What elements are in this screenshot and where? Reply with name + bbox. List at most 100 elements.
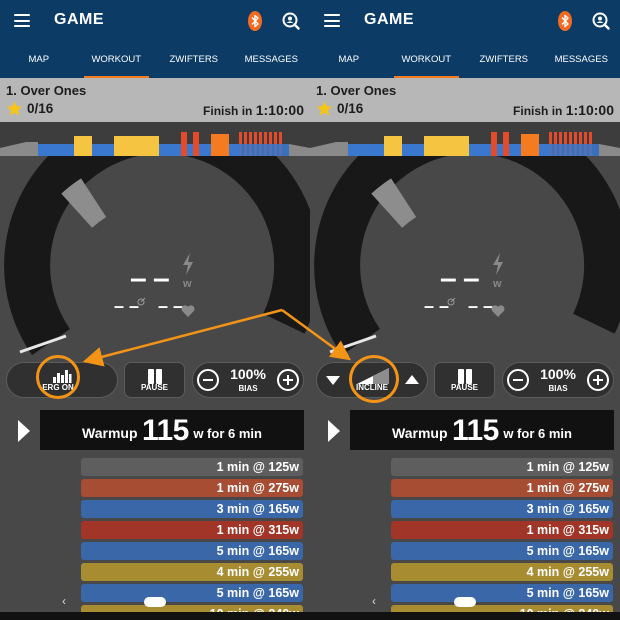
- profile-block: [521, 134, 539, 156]
- interval-row[interactable]: 1 min @ 275w: [391, 479, 613, 497]
- gauge-target-zone: [61, 178, 107, 229]
- bias-minus-icon[interactable]: [197, 369, 219, 391]
- profile-block: [539, 144, 549, 156]
- profile-search-icon[interactable]: [282, 12, 300, 30]
- finish-time: Finish in 1:10:00: [513, 102, 614, 118]
- tab-map[interactable]: MAP: [338, 54, 360, 65]
- power-unit: w: [183, 278, 192, 290]
- interval-list: 1 min @ 125w 1 min @ 275w 3 min @ 165w 1…: [81, 458, 303, 620]
- bolt-icon: [493, 253, 503, 275]
- profile-ramp: [0, 142, 26, 156]
- pause-icon: [457, 369, 473, 384]
- profile-block: [424, 136, 469, 156]
- interval-suffix: w for 6 min: [193, 426, 262, 441]
- workout-header: 1. Over Ones 0/16 Finish in 1:10:00: [310, 78, 620, 122]
- profile-block: [469, 144, 491, 156]
- bluetooth-icon[interactable]: [558, 11, 572, 31]
- bias-plus-icon[interactable]: [587, 369, 609, 391]
- interval-row[interactable]: 1 min @ 315w: [391, 521, 613, 539]
- interval-row[interactable]: 1 min @ 275w: [81, 479, 303, 497]
- power-unit: w: [493, 278, 502, 290]
- scroll-handle[interactable]: [144, 597, 166, 607]
- pause-button[interactable]: PAUSE: [434, 362, 495, 398]
- star-icon: [6, 101, 23, 116]
- workout-name: 1. Over Ones: [6, 83, 87, 98]
- right-screen: GAME MAP WORKOUT ZWIFTERS MESSAGES 1. Ov…: [310, 0, 620, 620]
- tab-workout[interactable]: WORKOUT: [78, 42, 156, 78]
- profile-block: [193, 132, 199, 156]
- cadence-value: – –: [114, 296, 140, 316]
- workout-profile: [310, 122, 620, 156]
- incline-up-icon[interactable]: [405, 375, 419, 384]
- profile-block: [402, 144, 424, 156]
- profile-block: [211, 134, 229, 156]
- workout-name: 1. Over Ones: [316, 83, 397, 98]
- bias-control: 100% BIAS: [192, 362, 304, 398]
- interval-row[interactable]: 1 min @ 125w: [391, 458, 613, 476]
- interval-row[interactable]: 5 min @ 165w: [391, 584, 613, 602]
- profile-block: [199, 144, 211, 156]
- interval-row[interactable]: 3 min @ 165w: [391, 500, 613, 518]
- interval-row[interactable]: 5 min @ 165w: [81, 584, 303, 602]
- hamburger-icon[interactable]: [14, 14, 30, 27]
- profile-search-icon[interactable]: [592, 12, 610, 30]
- chevron-left-icon[interactable]: ‹: [62, 594, 66, 608]
- bias-label: BIAS: [238, 384, 258, 393]
- chevron-left-icon[interactable]: ‹: [372, 594, 376, 608]
- cadence-value: – –: [424, 296, 450, 316]
- profile-block: [159, 144, 181, 156]
- bluetooth-icon[interactable]: [248, 11, 262, 31]
- finish-prefix: Finish in: [513, 104, 563, 118]
- profile-block: [74, 136, 92, 156]
- profile-block: [336, 142, 348, 156]
- highlight-ring: [36, 355, 80, 399]
- profile-block: [239, 144, 289, 156]
- highlight-ring: [349, 355, 399, 403]
- incline-down-icon[interactable]: [326, 376, 340, 385]
- hamburger-icon[interactable]: [324, 14, 340, 27]
- interval-power: 115: [451, 414, 499, 447]
- heart-rate-value: – –: [158, 296, 184, 316]
- bottom-bar: [310, 612, 620, 620]
- profile-ramp: [599, 144, 620, 156]
- tab-messages[interactable]: MESSAGES: [244, 54, 298, 65]
- profile-block: [549, 144, 599, 156]
- interval-row[interactable]: 5 min @ 165w: [81, 542, 303, 560]
- interval-row[interactable]: 4 min @ 255w: [81, 563, 303, 581]
- tab-zwifters[interactable]: ZWIFTERS: [169, 54, 219, 65]
- interval-row[interactable]: 3 min @ 165w: [81, 500, 303, 518]
- profile-block: [114, 136, 159, 156]
- interval-row[interactable]: 5 min @ 165w: [391, 542, 613, 560]
- cadence-icon: [137, 297, 146, 306]
- finish-value: 1:10:00: [565, 102, 614, 118]
- bottom-bar: [0, 612, 310, 620]
- profile-block: [187, 144, 193, 156]
- tab-zwifters[interactable]: ZWIFTERS: [479, 54, 529, 65]
- power-value: – –: [440, 262, 480, 295]
- pause-button[interactable]: PAUSE: [124, 362, 185, 398]
- heart-icon: [181, 305, 195, 317]
- interval-row[interactable]: 1 min @ 125w: [81, 458, 303, 476]
- play-icon[interactable]: [18, 420, 30, 442]
- bias-plus-icon[interactable]: [277, 369, 299, 391]
- interval-power: 115: [141, 414, 189, 447]
- bias-minus-icon[interactable]: [507, 369, 529, 391]
- tab-map[interactable]: MAP: [28, 54, 50, 65]
- play-icon[interactable]: [328, 420, 340, 442]
- pause-label: PAUSE: [141, 383, 168, 392]
- left-screen: GAME MAP WORKOUT ZWIFTERS MESSAGES 1. Ov…: [0, 0, 310, 620]
- profile-block: [38, 144, 74, 156]
- gauge-track: [314, 156, 620, 356]
- interval-row[interactable]: 1 min @ 315w: [81, 521, 303, 539]
- tab-workout[interactable]: WORKOUT: [388, 42, 466, 78]
- bias-label: BIAS: [548, 384, 568, 393]
- current-interval: Warmup 115 w for 6 min: [40, 410, 304, 450]
- tab-bar: MAP WORKOUT ZWIFTERS MESSAGES: [310, 42, 620, 78]
- workout-profile: [0, 122, 310, 156]
- power-value: – –: [130, 262, 170, 295]
- interval-row[interactable]: 4 min @ 255w: [391, 563, 613, 581]
- interval-suffix: w for 6 min: [503, 426, 572, 441]
- scroll-handle[interactable]: [454, 597, 476, 607]
- tab-messages[interactable]: MESSAGES: [554, 54, 608, 65]
- cadence-icon: [447, 297, 456, 306]
